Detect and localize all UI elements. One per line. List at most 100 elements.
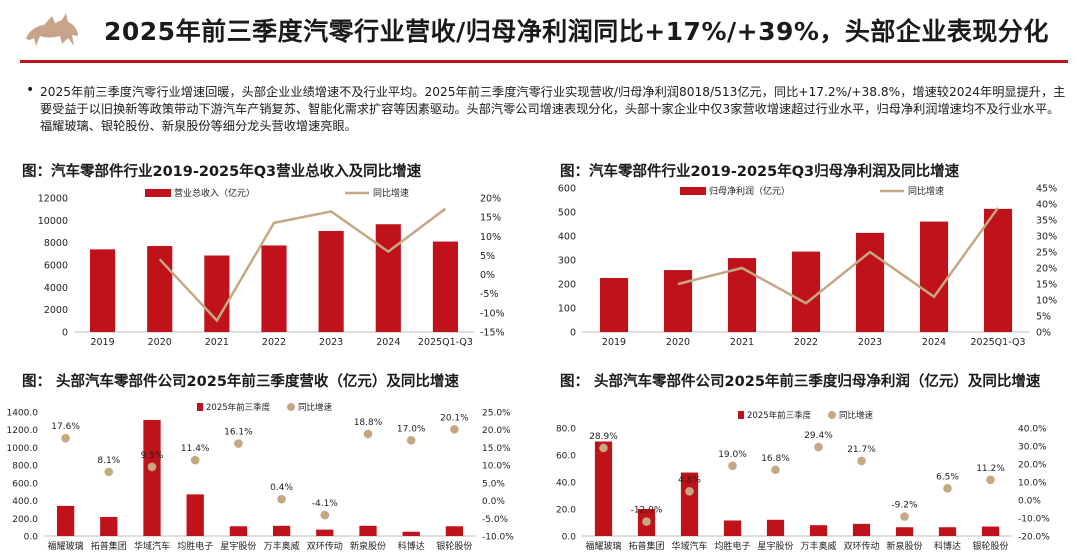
chart-company-revenue: 0.0 200.0 400.0 600.0 800.0 1000.0 1200.0 1400.… [7,402,515,552]
bar [981,526,1000,536]
chart-company-profit: 0.0 20.0 40.0 60.0 80.0 -20.0% -10.0% 0.0% 10.0%… [556,410,1050,552]
x-tick-label: 2019 [90,337,114,348]
y-tick-label: 0 [570,328,576,339]
data-label: 16.1% [224,428,253,438]
y-tick-label: 100 [558,304,576,315]
data-label: 11.2% [976,464,1005,474]
bar [359,525,377,536]
legend-bar-label: 营业总收入（亿元） [174,187,255,199]
y-tick-label: 1000.0 [7,444,39,454]
bar [432,241,458,332]
y-tick-label: 0 [62,328,68,339]
data-label: -9.2% [891,501,918,511]
data-point [190,455,200,465]
data-label: 17.6% [51,422,80,432]
bar [852,523,871,536]
chart-title-revenue: 图：汽车零部件行业2019-2025年Q3营业总收入及同比增速 [22,164,422,180]
x-tick-label: 2020 [666,337,690,348]
y-tick-label: 8000 [44,238,68,249]
bar [261,245,287,332]
bar [147,246,173,332]
x-tick-label: 2021 [205,337,229,348]
x-tick-label: 2024 [376,337,400,348]
series-line [158,207,447,323]
y-tick-label: 1200.0 [7,426,39,436]
x-tick-label: 均胜电子 [177,540,213,552]
data-point [450,425,459,434]
bar [791,251,821,332]
x-tick-label: 双环传动 [307,540,343,552]
bar [402,531,420,536]
y2-tick-label: 15% [1036,280,1057,291]
y2-tick-label: 20.0% [1018,461,1047,471]
data-label: 21.7% [847,445,876,455]
x-tick-label: 2023 [319,337,343,348]
y2-tick-label: 10.0% [1018,479,1047,489]
y2-tick-label: 25% [1036,248,1057,259]
bar [143,419,161,536]
data-label: -12.0% [631,506,663,516]
bull-logo-icon [26,13,78,46]
y2-tick-label: 45% [1036,184,1057,195]
legend-dot-label: 同比增速 [298,402,333,413]
x-tick-label: 2022 [794,337,818,348]
x-tick-label: 2020 [148,337,172,348]
x-tick-label: 2024 [922,337,946,348]
y-tick-label: 300 [558,256,576,267]
data-point [857,456,866,466]
data-label: 19.0% [718,450,747,460]
y2-tick-label: 5% [480,251,495,262]
x-tick-label: 2019 [602,337,626,348]
legend-dot-swatch [287,403,295,411]
legend-bar-label: 2025年前三季度 [747,410,812,421]
data-label: 29.4% [804,431,833,441]
y2-tick-label: 40% [1036,200,1057,211]
y-tick-label: 80.0 [556,425,576,435]
y-tick-label: 20.0 [556,506,576,516]
x-tick-label: 双环传动 [843,540,879,552]
x-tick-label: 福耀玻璃 [585,540,621,552]
summary-bullet: • [26,82,35,98]
bar [56,505,75,536]
bar [318,230,344,332]
y2-tick-label: -10% [480,308,505,319]
y2-tick-label: 15% [480,213,501,224]
data-point [277,494,286,504]
y-tick-label: 60.0 [556,452,576,462]
x-tick-label: 2023 [858,337,882,348]
summary-paragraph: 2025年前三季度汽零行业增速回暖，头部企业业绩增速不及行业平均。2025年前三… [40,85,1066,133]
bar [680,472,699,536]
legend-bar-label: 2025年前三季度 [206,402,271,413]
x-tick-label: 2025Q1-Q3 [418,337,473,348]
data-label: 11.4% [181,444,210,454]
bar [599,278,629,332]
y2-tick-label: 5.0% [482,479,505,489]
x-tick-label: 福耀玻璃 [48,540,84,552]
data-point [406,436,416,445]
y2-tick-label: 35% [1036,216,1057,227]
y2-tick-label: 5% [1036,312,1051,323]
x-tick-label: 新泉股份 [886,540,922,552]
bar [316,529,334,536]
data-point [599,443,608,453]
y-tick-label: 2000 [44,305,68,316]
x-tick-label: 科博达 [934,540,961,552]
bar [766,519,785,536]
x-tick-label: 2022 [262,337,286,348]
y2-tick-label: 30% [1036,232,1057,243]
legend-bar-swatch [145,189,171,197]
data-point [771,465,780,475]
data-label: 18.8% [354,418,383,428]
bar [809,525,828,536]
y2-tick-label: 0.0% [482,497,505,507]
data-point [900,512,909,521]
bar [100,516,118,536]
data-label: -4.1% [312,499,339,509]
x-tick-label: 2025Q1-Q3 [971,337,1026,348]
y-tick-label: 1400.0 [7,409,39,419]
y2-tick-label: -10.0% [482,533,514,543]
y2-tick-label: 25.0% [482,409,511,419]
data-point [685,487,694,496]
x-tick-label: 2021 [730,337,754,348]
legend-bar-swatch [197,403,203,411]
